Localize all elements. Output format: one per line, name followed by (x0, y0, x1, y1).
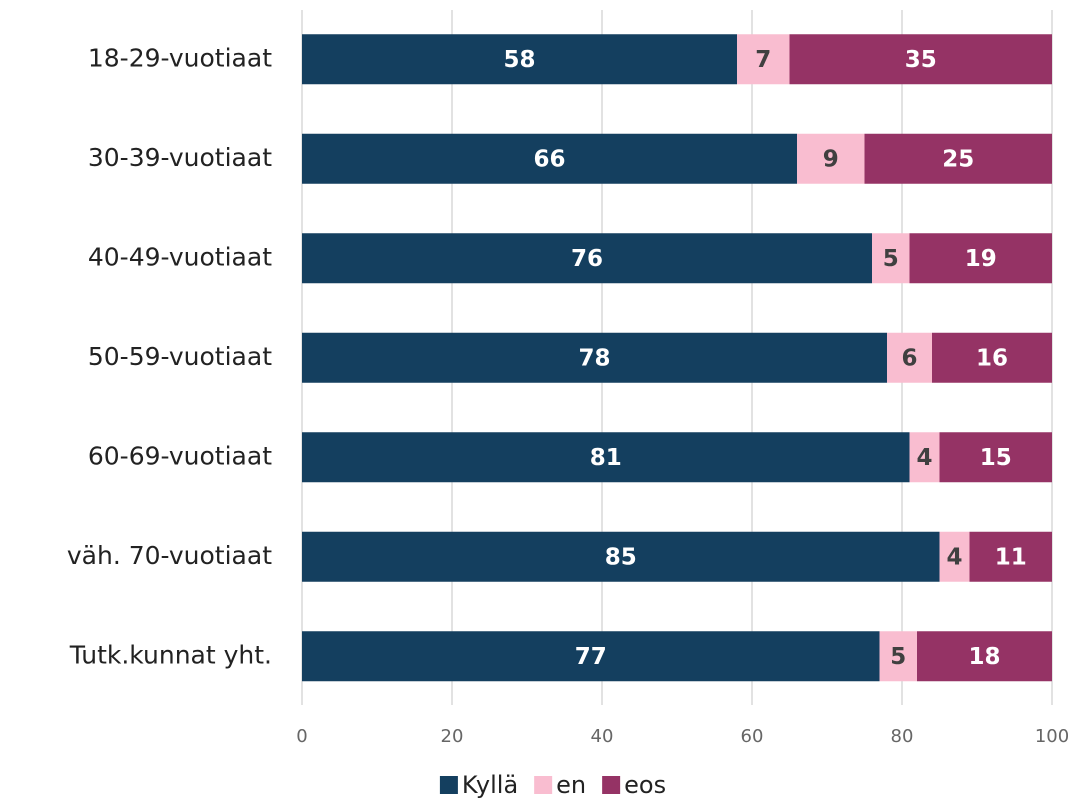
bar-segment (909, 233, 1052, 284)
legend-swatch (439, 776, 458, 794)
bar-segment (864, 133, 1052, 184)
y-tick-label: 50-59-vuotiaat (88, 342, 272, 371)
bar-segment (302, 432, 910, 483)
data-label: 77 (575, 644, 607, 670)
bar-segment (917, 631, 1052, 682)
bar-segment (302, 34, 737, 85)
y-tick-label: 30-39-vuotiaat (88, 143, 272, 172)
legend-label: Kyllä (462, 771, 518, 799)
data-label: 35 (905, 47, 937, 73)
data-label: 66 (533, 146, 565, 172)
data-label: 85 (605, 544, 637, 570)
data-label: 4 (916, 445, 932, 471)
bar-segment (302, 332, 887, 383)
legend-swatch (602, 776, 621, 794)
x-tick-label: 40 (591, 726, 614, 747)
y-tick-label: 18-29-vuotiaat (88, 43, 272, 72)
bar-segment (939, 432, 1052, 483)
data-label: 18 (968, 644, 1000, 670)
data-label: 78 (578, 345, 610, 371)
bar-segment (302, 531, 940, 582)
bar-segment (302, 233, 872, 284)
y-tick-label: 40-49-vuotiaat (88, 242, 272, 271)
data-label: 11 (995, 544, 1027, 570)
data-label: 76 (571, 246, 603, 272)
x-tick-label: 0 (296, 726, 307, 747)
legend-label: eos (624, 771, 666, 799)
legend-label: en (556, 771, 586, 799)
data-label: 9 (823, 146, 839, 172)
y-tick-label: Tutk.kunnat yht. (69, 640, 272, 669)
bar-segment (302, 631, 880, 682)
data-label: 5 (883, 246, 899, 272)
bar-segment (872, 233, 910, 284)
bar-segment (879, 631, 917, 682)
data-label: 5 (890, 644, 906, 670)
data-label: 81 (590, 445, 622, 471)
bar-segment (969, 531, 1052, 582)
bar-segment (737, 34, 790, 85)
data-label: 15 (980, 445, 1012, 471)
data-label: 7 (755, 47, 771, 73)
x-tick-label: 60 (741, 726, 764, 747)
legend-swatch (534, 776, 553, 794)
data-label: 16 (976, 345, 1008, 371)
x-tick-label: 100 (1035, 726, 1069, 747)
bar-segment (789, 34, 1052, 85)
bar-segment (797, 133, 865, 184)
data-label: 58 (503, 47, 535, 73)
bar-segment (302, 133, 797, 184)
bar-segment (939, 531, 970, 582)
data-label: 6 (901, 345, 917, 371)
data-label: 25 (942, 146, 974, 172)
y-tick-label: väh. 70-vuotiaat (67, 541, 272, 570)
y-tick-label: 60-69-vuotiaat (88, 441, 272, 470)
data-label: 4 (946, 544, 962, 570)
x-tick-label: 20 (441, 726, 464, 747)
bar-segment (909, 432, 940, 483)
bar-segment (932, 332, 1052, 383)
data-label: 19 (965, 246, 997, 272)
bar-segment (887, 332, 932, 383)
x-tick-label: 80 (891, 726, 914, 747)
